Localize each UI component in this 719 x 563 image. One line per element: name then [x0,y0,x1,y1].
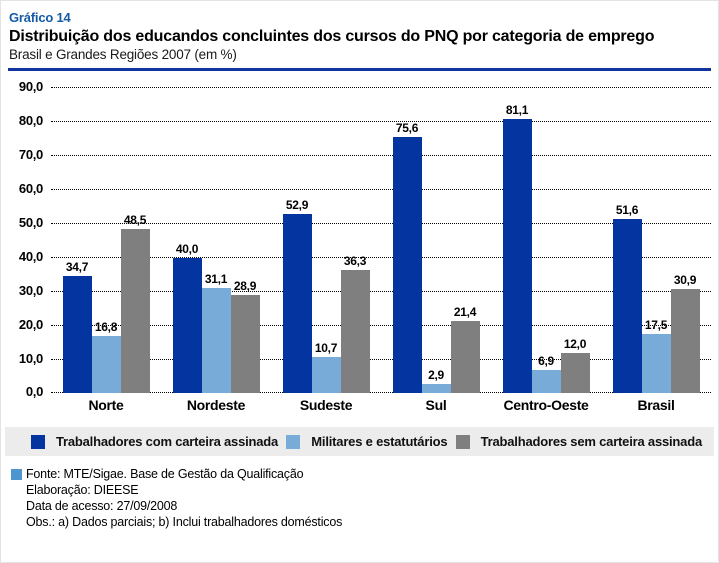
legend-item-1: Trabalhadores com carteira assinada [31,434,278,449]
x-tick-label-sul: Sul [425,397,447,414]
bar-series2-sul: 2,9 [421,368,451,394]
bar-series2-nordeste: 31,1 [201,272,231,394]
bar-value-label: 28,9 [233,279,257,294]
bar-series2-norte: 16,8 [91,320,121,394]
bar-value-label: 52,9 [285,198,309,213]
chart-title: Distribuição dos educandos concluintes d… [9,28,655,45]
bar-series2-sudeste: 10,7 [311,341,341,394]
bar-series3-norte: 48,5 [120,213,150,394]
y-tick-label: 30,0 [18,282,43,298]
bar-group-norte: 34,7 16,8 48,5 [51,213,161,394]
bar-series3-centro-oeste: 12,0 [560,337,590,394]
footer-text: Elaboração: DIEESE [26,483,139,498]
gridline-70: 70,0 [19,147,711,162]
gridline-10: 10,0 [19,351,711,366]
y-tick-label: 0,0 [25,384,43,400]
legend-label: Militares e estatutários [311,434,448,450]
x-tick-label-norte: Norte [88,397,124,414]
bar-value-label: 16,8 [94,320,118,335]
bar-value-label: 12,0 [563,336,587,351]
footer-line-4: Obs.: a) Dados parciais; b) Inclui traba… [11,514,718,530]
bar-series2-brasil: 17,5 [641,318,671,394]
footer-text: Obs.: a) Dados parciais; b) Inclui traba… [26,515,343,530]
bar-value-label: 34,7 [65,259,89,274]
chart-header: Gráfico 14 Distribuição dos educandos co… [1,1,718,62]
bar-series1-nordeste: 40,0 [172,242,202,394]
gridline-40: 40,0 [19,249,711,264]
bar-series3-nordeste: 28,9 [230,279,260,394]
bar-groups: 34,7 16,8 48,5 40,0 31,1 28,9 52,9 10,7 36,3 75,6… [51,88,711,394]
bar-series2-centro-oeste: 6,9 [531,354,561,394]
legend-swatch-icon [31,434,45,449]
chart-subtitle: Brasil e Grandes Regiões 2007 (em %) [9,47,237,63]
bar-series1-centro-oeste: 81,1 [502,103,532,394]
x-tick-label-brasil: Brasil [637,397,675,414]
x-tick-label-centro-oeste: Centro-Oeste [503,397,589,414]
title-divider-rule [8,68,711,72]
legend-swatch-icon [455,434,470,449]
legend-label: Trabalhadores sem carteira assinada [480,434,703,450]
gridline-30: 30,0 [19,283,711,298]
gridline-50: 50,0 [19,215,711,230]
y-tick-label: 20,0 [18,316,43,332]
bar-group-centro-oeste: 81,1 6,9 12,0 [491,103,601,394]
gridline-80: 80,0 [19,113,711,128]
bar-value-label: 6,9 [538,354,554,369]
footer-text: Data de acesso: 27/09/2008 [26,499,178,514]
gridline-0: 0,0 [26,384,711,399]
x-axis-labels: Norte Nordeste Sudeste Sul Centro-Oeste Brasi… [51,397,711,419]
x-tick-label-sudeste: Sudeste [299,397,353,414]
bar-group-nordeste: 40,0 31,1 28,9 [161,242,271,394]
bar-value-label: 31,1 [204,272,228,286]
bar-value-label: 30,9 [673,272,697,287]
bar-value-label: 51,6 [615,202,639,217]
bar-value-label: 48,5 [123,213,147,228]
gridline-20: 20,0 [19,317,711,332]
bar-value-label: 10,7 [314,341,338,356]
legend-item-3: Trabalhadores sem carteira assinada [455,434,703,450]
bar-series1-sudeste: 52,9 [282,198,312,394]
y-tick-label: 80,0 [18,113,43,129]
y-tick-label: 50,0 [18,214,43,230]
bar-value-label: 2,9 [428,367,444,382]
bar-value-label: 21,4 [453,304,477,319]
bar-group-sul: 75,6 2,9 21,4 [381,121,491,394]
footer-line-3: Data de acesso: 27/09/2008 [11,498,718,514]
y-tick-label: 10,0 [18,350,43,366]
gridline-90: 90,0 [19,79,711,94]
bar-value-label: 17,5 [644,318,668,333]
gridline-60: 60,0 [19,181,711,196]
footer-text: Fonte: MTE/Sigae. Base de Gestão da Qual… [26,467,304,482]
bar-value-label: 75,6 [395,121,419,136]
bar-value-label: 81,1 [505,102,529,117]
chart-number: Gráfico 14 [9,10,71,25]
bar-group-sudeste: 52,9 10,7 36,3 [271,198,381,394]
bar-value-label: 40,0 [175,241,199,256]
plot-area: 34,7 16,8 48,5 40,0 31,1 28,9 52,9 10,7 36,3 75,6… [19,79,711,399]
legend-label: Trabalhadores com carteira assinada [56,434,279,450]
legend: Trabalhadores com carteira assinada Milit… [5,427,714,457]
legend-swatch-icon [286,434,301,449]
bar-series3-sudeste: 36,3 [340,254,370,394]
source-bullet-icon [11,468,22,480]
bar-series1-brasil: 51,6 [612,203,642,394]
bar-series3-brasil: 30,9 [670,273,700,394]
y-tick-label: 40,0 [18,248,43,264]
bar-group-brasil: 51,6 17,5 30,9 [601,203,711,394]
x-tick-label-nordeste: Nordeste [186,397,246,414]
chart-footer: Fonte: MTE/Sigae. Base de Gestão da Qual… [11,466,718,530]
footer-line-2: Elaboração: DIEESE [11,482,718,498]
bar-value-label: 36,3 [343,254,367,269]
bar-series1-norte: 34,7 [62,260,92,394]
y-tick-label: 90,0 [18,79,43,95]
bar-series1-sul: 75,6 [392,121,422,394]
y-tick-label: 60,0 [18,181,43,197]
bar-series3-sul: 21,4 [450,305,480,394]
y-tick-label: 70,0 [18,147,43,163]
footer-line-1: Fonte: MTE/Sigae. Base de Gestão da Qual… [11,466,718,482]
legend-item-2: Militares e estatutários [286,434,448,450]
